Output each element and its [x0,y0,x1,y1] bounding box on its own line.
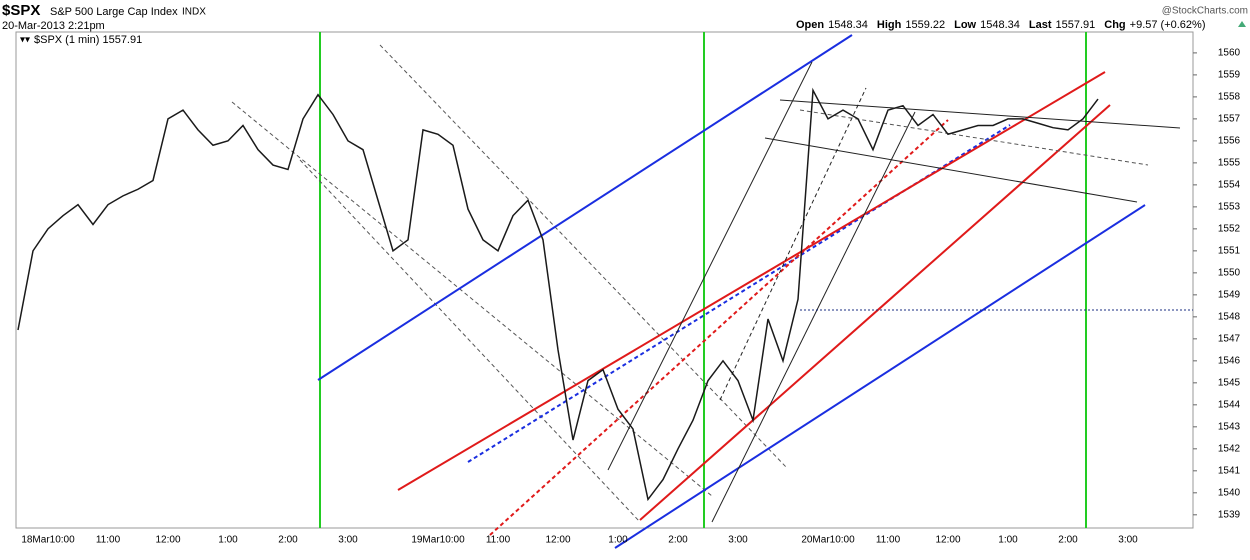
y-tick-label: 1559 [1218,70,1241,81]
trendline [779,99,1181,129]
stat-label: Open [796,19,824,31]
y-tick-label: 1550 [1218,267,1241,278]
trendline [317,34,853,381]
trendline [231,101,713,497]
trendline [299,159,641,523]
stat-value: +9.57 (+0.62%) [1130,19,1206,31]
legend: ▾▾ $SPX (1 min) 1557.91 [20,34,142,46]
x-tick-label: 1:00 [998,535,1018,546]
x-tick-label: 12:00 [155,535,180,546]
legend-icon: ▾▾ [20,35,30,46]
y-tick-label: 1545 [1218,377,1241,388]
x-tick-label: 20Mar10:00 [801,535,855,546]
x-tick-label: 1:00 [218,535,238,546]
x-tick-label: 3:00 [728,535,748,546]
y-tick-label: 1553 [1218,202,1241,213]
stat-value: 1548.34 [828,19,868,31]
y-tick-label: 1540 [1218,487,1241,498]
y-tick-label: 1544 [1218,399,1241,410]
stat-label: Low [954,19,976,31]
y-tick-label: 1558 [1218,92,1241,103]
trendline [719,87,867,401]
trendline [397,71,1106,491]
chart-title: S&P 500 Large Cap Index [50,6,178,18]
y-tick-label: 1546 [1218,355,1241,366]
x-tick-label: 12:00 [545,535,570,546]
x-tick-label: 18Mar10:00 [21,535,75,546]
y-tick-label: 1541 [1218,465,1241,476]
y-tick-label: 1547 [1218,333,1241,344]
y-tick-label: 1554 [1218,180,1241,191]
price-line [17,87,1099,502]
stat-label: Chg [1104,19,1125,31]
x-tick-label: 12:00 [935,535,960,546]
trendline [711,111,916,523]
x-tick-label: 11:00 [876,535,901,546]
stat-label: Last [1029,19,1052,31]
x-tick-label: 2:00 [1058,535,1078,546]
y-tick-label: 1556 [1218,136,1241,147]
y-tick-label: 1542 [1218,443,1241,454]
x-tick-label: 3:00 [1118,535,1138,546]
symbol: $SPX [2,2,40,19]
trendline [639,104,1111,521]
plot-frame [15,31,1194,529]
stat-value: 1557.91 [1056,19,1096,31]
y-tick-label: 1560 [1218,48,1241,59]
x-tick-label: 11:00 [96,535,121,546]
x-tick-label: 1:00 [608,535,628,546]
trendline [607,61,813,471]
trendline [614,204,1146,549]
y-tick-label: 1557 [1218,114,1241,125]
y-tick-label: 1548 [1218,311,1241,322]
stat-label: High [877,19,902,31]
stat-value: 1559.22 [905,19,945,31]
trendline [764,137,1138,203]
y-tick-label: 1549 [1218,289,1241,300]
y-tick-label: 1551 [1218,245,1241,256]
trendline [467,124,1011,463]
x-tick-label: 2:00 [668,535,688,546]
y-tick-label: 1539 [1218,509,1241,520]
legend-label: $SPX (1 min) 1557.91 [34,34,142,46]
x-tick-label: 19Mar10:00 [411,535,465,546]
trendline [489,119,949,536]
stat-value: 1548.34 [980,19,1020,31]
stats: Open 1548.34 High 1559.22 Low 1548.34 Last 1557… [796,19,1206,31]
x-tick-label: 11:00 [486,535,511,546]
collapse-icon[interactable] [1238,21,1246,27]
exchange: INDX [182,7,206,18]
y-tick-label: 1555 [1218,158,1241,169]
source: @StockCharts.com [1162,6,1248,17]
x-tick-label: 2:00 [278,535,298,546]
y-tick-label: 1552 [1218,224,1241,235]
date: 20-Mar-2013 2:21pm [2,20,105,32]
x-tick-label: 3:00 [338,535,358,546]
y-tick-label: 1543 [1218,421,1241,432]
